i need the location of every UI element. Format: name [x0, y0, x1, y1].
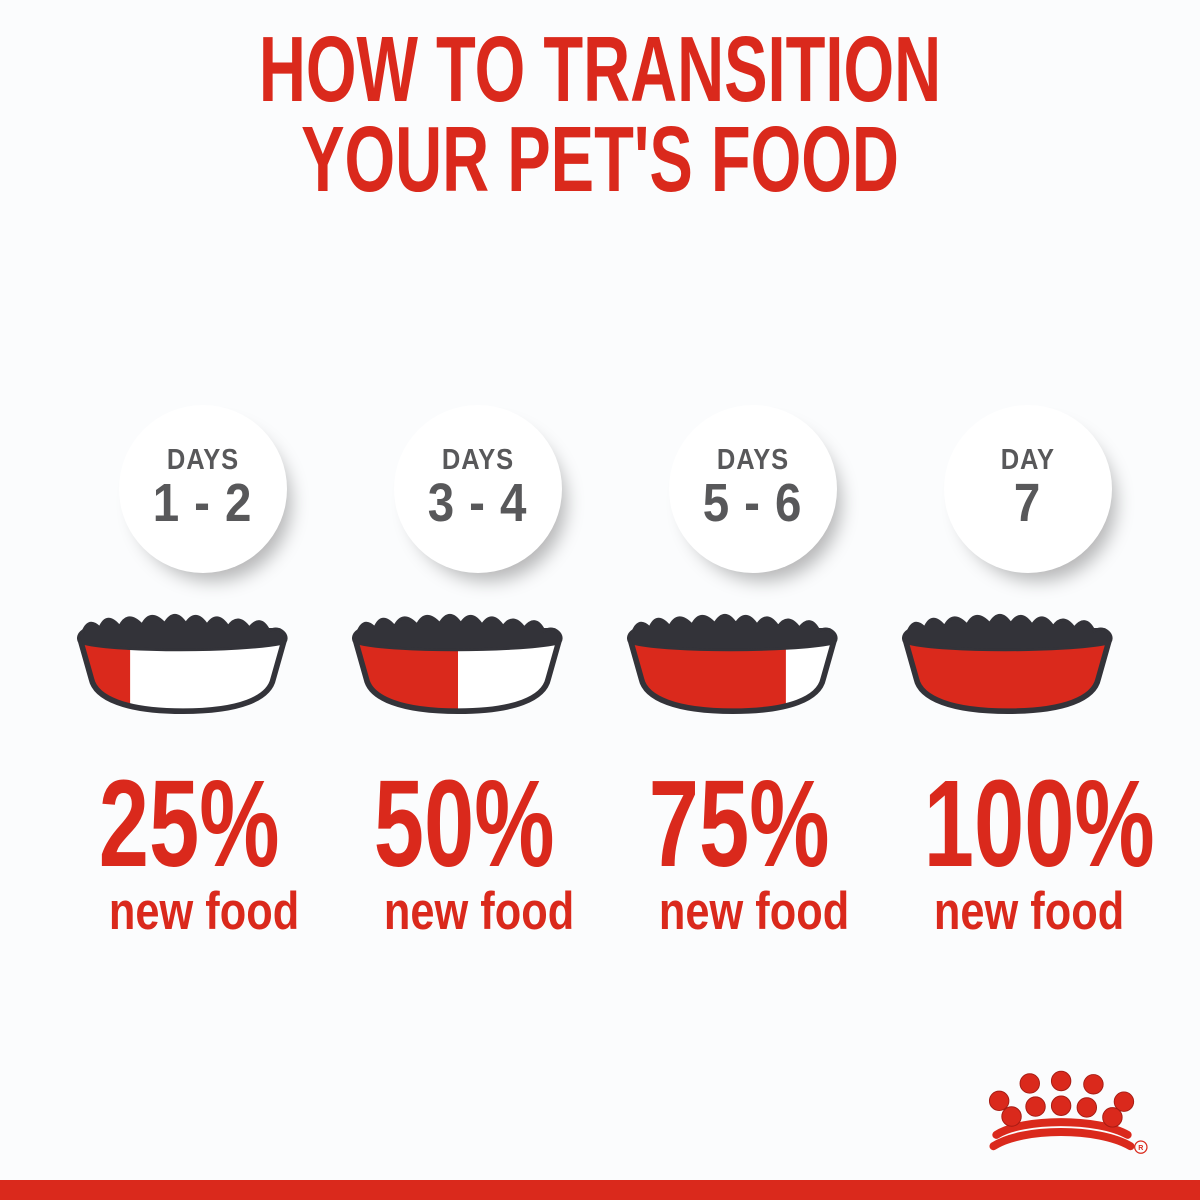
svg-text:R: R	[1138, 1144, 1143, 1152]
